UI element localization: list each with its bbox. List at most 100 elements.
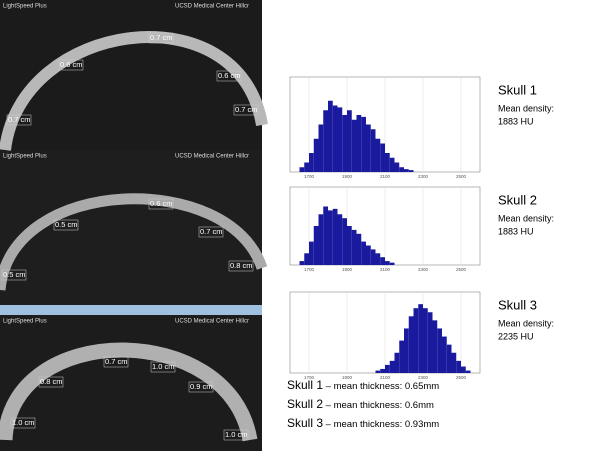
bar	[366, 124, 371, 172]
thickness: – mean thickness: 0.65mm	[323, 381, 439, 392]
bar	[328, 100, 333, 172]
bar	[342, 115, 347, 172]
bar	[427, 312, 433, 373]
bar	[313, 226, 319, 265]
ct-hospital: UCSD Medical Center Hillcr	[175, 154, 249, 160]
label-box	[198, 226, 224, 238]
bar	[337, 107, 343, 172]
bar	[404, 328, 409, 373]
measurement-label: 1.0 cm	[152, 362, 175, 371]
measurement-label: 0.8 cm	[40, 377, 63, 386]
density-value: 2235 HU	[498, 331, 534, 341]
measurement-label: 0.6 cm	[150, 199, 173, 208]
x-tick-label: 2100	[380, 267, 391, 272]
bar	[309, 241, 314, 265]
skull-name: Skull 3	[287, 416, 323, 430]
ct-header: LightSpeed Plus	[3, 319, 47, 325]
bar	[309, 153, 314, 172]
bar	[394, 352, 400, 373]
x-tick-label: 1700	[304, 174, 315, 179]
label-box	[216, 70, 242, 82]
bar	[304, 162, 309, 172]
measurement-label: 0.6 cm	[60, 60, 83, 69]
bar	[423, 308, 428, 373]
ct-header: LightSpeed Plus	[3, 4, 47, 10]
bar	[442, 336, 447, 373]
bar	[356, 115, 362, 172]
measurement-label: 0.5 cm	[55, 220, 78, 229]
bar	[380, 368, 385, 373]
density-label: Mean density:	[498, 318, 554, 328]
separator	[0, 305, 262, 315]
bar	[328, 210, 333, 265]
measurement-label: 0.5 cm	[3, 270, 26, 279]
label-box	[6, 114, 32, 126]
x-tick-label: 1900	[342, 375, 353, 380]
label-box	[223, 429, 249, 441]
bar	[399, 340, 404, 373]
bar	[337, 214, 343, 265]
summary-line: Skull 3 – mean thickness: 0.93mm	[287, 416, 439, 430]
label-box	[188, 381, 214, 393]
bar	[299, 261, 305, 265]
bar	[332, 105, 338, 172]
label-box	[150, 361, 176, 373]
bar	[380, 257, 385, 265]
bar	[375, 370, 381, 373]
skull-arc	[0, 193, 268, 291]
x-tick-label: 1900	[342, 267, 353, 272]
density-value: 1883 HU	[498, 226, 534, 236]
bar	[437, 328, 442, 373]
bar	[389, 157, 395, 172]
chart-name: Skull 2	[498, 192, 537, 207]
bar	[389, 262, 395, 265]
bar	[347, 110, 352, 172]
measurement-label: 0.7 cm	[235, 105, 258, 114]
density-label: Mean density:	[498, 103, 554, 113]
x-tick-label: 1900	[342, 174, 353, 179]
bar	[380, 143, 385, 172]
skull-arc	[0, 342, 258, 442]
x-tick-label: 1700	[304, 267, 315, 272]
label-box	[1, 269, 27, 281]
bar	[370, 249, 376, 265]
bar	[313, 138, 319, 172]
measurement-label: 1.0 cm	[225, 430, 248, 439]
bar	[375, 138, 381, 172]
x-tick-label: 2100	[380, 375, 391, 380]
bar	[408, 316, 414, 373]
bar	[385, 364, 390, 373]
label-box	[228, 260, 254, 272]
measurement-label: 0.7 cm	[150, 33, 173, 42]
bar	[408, 170, 414, 172]
summary-line: Skull 1 – mean thickness: 0.65mm	[287, 378, 439, 392]
label-box	[58, 59, 84, 71]
ct-header: LightSpeed Plus	[3, 154, 47, 160]
ct-hospital: UCSD Medical Center Hillcr	[175, 319, 249, 325]
bar	[361, 241, 366, 265]
bar	[366, 245, 371, 265]
bar	[394, 162, 400, 172]
measurement-label: 0.8 cm	[230, 261, 253, 270]
x-tick-label: 1700	[304, 375, 315, 380]
x-tick-label: 2300	[418, 174, 429, 179]
x-tick-label: 2300	[418, 267, 429, 272]
bar	[456, 360, 461, 373]
measurement-label: 0.7 cm	[200, 227, 223, 236]
bar	[299, 167, 305, 172]
chart-name: Skull 1	[498, 82, 537, 97]
bar	[351, 229, 357, 265]
measurement-label: 0.7 cm	[8, 115, 31, 124]
skull-name: Skull 2	[287, 397, 323, 411]
bar	[318, 124, 324, 172]
label-box	[38, 376, 64, 388]
label-box	[148, 32, 174, 44]
thickness: – mean thickness: 0.6mm	[323, 400, 434, 411]
x-tick-label: 2300	[418, 375, 429, 380]
bar	[404, 169, 409, 172]
x-tick-label: 2100	[380, 174, 391, 179]
bar	[418, 304, 423, 373]
density-value: 1883 HU	[498, 116, 534, 126]
bar	[461, 366, 466, 373]
